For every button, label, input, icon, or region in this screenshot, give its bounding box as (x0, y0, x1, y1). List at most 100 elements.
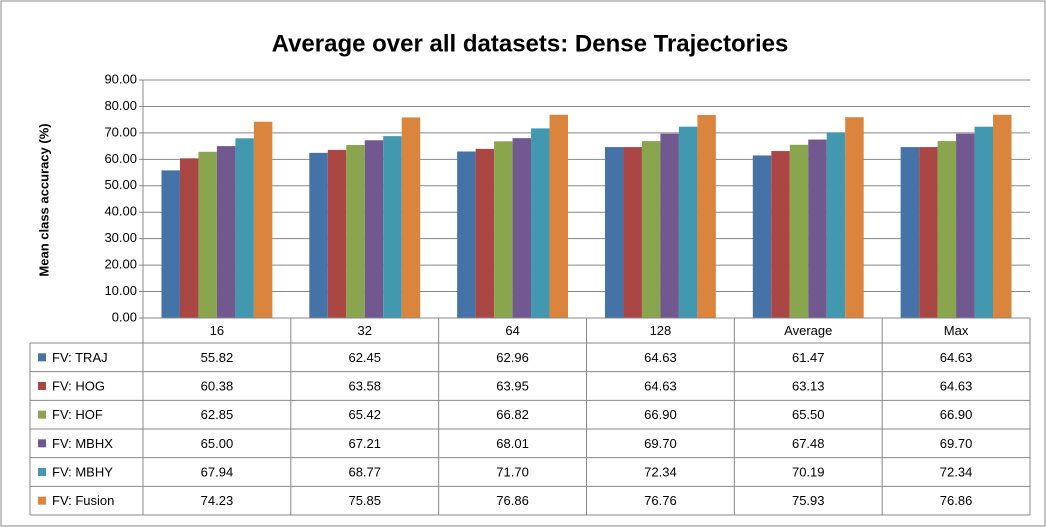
x-tick-label: 32 (358, 323, 372, 338)
legend-swatch (38, 468, 46, 476)
y-axis-label: Mean class accuracy (%) (36, 123, 51, 276)
table-cell: 65.00 (201, 436, 234, 451)
legend-swatch (38, 410, 46, 419)
bar (900, 147, 920, 318)
x-tick-label: 16 (210, 323, 224, 338)
table-cell: 68.01 (496, 436, 529, 451)
legend-label: FV: MBHY (52, 464, 113, 479)
table-cell: 66.90 (940, 407, 973, 422)
table-cell: 75.93 (792, 493, 825, 508)
bar (531, 128, 550, 318)
bar (623, 147, 642, 318)
x-tick-label: 64 (505, 323, 519, 338)
x-tick-label: Average (784, 323, 832, 338)
y-tick-label: 70.00 (104, 124, 137, 139)
bar (956, 133, 975, 318)
table-cell: 70.19 (792, 464, 825, 479)
x-tick-label: 128 (650, 323, 672, 338)
bar (826, 132, 846, 318)
legend-label: FV: MBHX (52, 436, 113, 451)
table-cell: 64.63 (644, 378, 677, 393)
bar (660, 133, 679, 318)
table-cell: 67.48 (792, 436, 825, 451)
legend-label: FV: HOF (52, 407, 103, 422)
table-cell: 63.58 (348, 378, 381, 393)
bar (549, 114, 569, 318)
legend-swatch (38, 353, 46, 362)
table-cell: 76.86 (940, 493, 973, 508)
y-tick-label: 40.00 (104, 204, 137, 219)
bar (198, 151, 217, 318)
bar (604, 147, 624, 318)
bar (161, 170, 180, 318)
table-cell: 61.47 (792, 350, 825, 365)
bar (346, 145, 365, 318)
table-cell: 76.86 (496, 493, 529, 508)
y-tick-label: 60.00 (104, 151, 137, 166)
table-cell: 66.82 (496, 407, 529, 422)
table-cell: 69.70 (940, 436, 973, 451)
chart-title: Average over all datasets: Dense Traject… (272, 30, 789, 57)
table-cell: 62.45 (348, 350, 381, 365)
y-tick-label: 50.00 (104, 177, 137, 192)
table-cell: 72.34 (644, 464, 677, 479)
table-cell: 64.63 (940, 378, 973, 393)
table-cell: 75.85 (348, 493, 381, 508)
bar (401, 117, 421, 319)
bar (678, 126, 698, 318)
table-cell: 74.23 (201, 493, 234, 508)
bar (919, 147, 938, 318)
legend-label: FV: Fusion (52, 493, 114, 508)
bar (309, 152, 328, 318)
bar (512, 138, 532, 318)
table-cell: 55.82 (201, 350, 234, 365)
y-tick-label: 20.00 (104, 257, 137, 272)
bar (845, 117, 864, 318)
y-tick-label: 90.00 (104, 71, 137, 86)
legend-swatch (38, 382, 46, 390)
x-tick-label: Max (944, 323, 969, 338)
table-cell: 67.21 (348, 436, 381, 451)
table-cell: 69.70 (644, 436, 677, 451)
table-cell: 65.50 (792, 407, 825, 422)
table-cell: 67.94 (201, 464, 234, 479)
table-cell: 71.70 (496, 464, 529, 479)
bar (697, 115, 716, 318)
table-cell: 64.63 (940, 350, 973, 365)
bar (937, 141, 957, 318)
table-cell: 62.96 (496, 350, 529, 365)
bar (789, 144, 809, 318)
table-cell: 72.34 (940, 464, 973, 479)
bar (752, 155, 772, 318)
bar (216, 146, 236, 318)
table-cell: 65.42 (348, 407, 381, 422)
y-tick-label: 80.00 (104, 98, 137, 113)
table-cell: 63.13 (792, 378, 825, 393)
bar (364, 140, 384, 318)
bar (641, 141, 661, 318)
legend-label: FV: TRAJ (52, 350, 108, 365)
bar (771, 151, 790, 318)
bar (993, 114, 1012, 318)
bar (457, 151, 476, 318)
bar (383, 136, 402, 318)
table-cell: 68.77 (348, 464, 381, 479)
legend-swatch (38, 439, 46, 448)
y-tick-label: 0.00 (112, 309, 137, 324)
bar (179, 158, 199, 318)
table-cell: 66.90 (644, 407, 677, 422)
table-cell: 63.95 (496, 378, 529, 393)
bar (253, 121, 273, 319)
bar (235, 138, 254, 318)
table-cell: 62.85 (201, 407, 234, 422)
bar (327, 149, 347, 318)
bar (808, 139, 827, 318)
bar (974, 126, 994, 318)
table-cell: 60.38 (201, 378, 234, 393)
table-cell: 64.63 (644, 350, 677, 365)
legend-label: FV: HOG (52, 378, 105, 393)
bar (475, 148, 495, 318)
y-tick-label: 10.00 (104, 283, 137, 298)
table-cell: 76.76 (644, 493, 677, 508)
